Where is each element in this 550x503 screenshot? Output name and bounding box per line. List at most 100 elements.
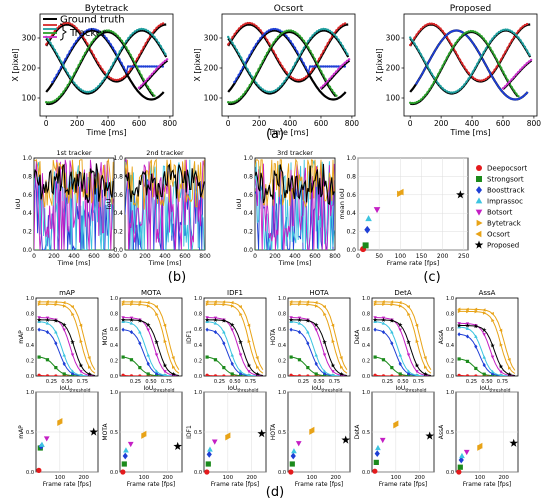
a2-tracker-point [252, 46, 256, 50]
d-deta-curve-marker [398, 372, 402, 376]
a3-tracker-point [495, 58, 498, 61]
a3-tracker-point [426, 65, 429, 68]
legend-label-proposed: Proposed [487, 242, 519, 250]
a1-tracker-point [70, 23, 74, 26]
a3-tracker-point [512, 35, 516, 39]
d-mota-curve-marker [138, 330, 142, 334]
d-mota-ytick-label: 0.2 [110, 358, 118, 364]
a3-xtick-label: 800 [527, 119, 542, 128]
d-idf1-curve-marker [205, 302, 210, 307]
d-map-point-proposed [89, 427, 98, 436]
a3-tracker-point [519, 39, 522, 42]
a1-tracker-point [77, 86, 80, 89]
a2-tracker-point [294, 78, 297, 81]
a2-tracker-point [235, 99, 239, 102]
d-hota-curve-marker [298, 302, 302, 307]
a3-tracker-point [471, 76, 475, 79]
a2-tracker-point [296, 32, 299, 36]
a1-tracker-point [140, 74, 143, 77]
d-hota-ytick-label: 0.8 [278, 312, 286, 318]
a3-tracker-point [495, 65, 498, 68]
a1-tracker-point [107, 29, 111, 32]
a1-tracker-point [165, 58, 169, 61]
a2-tracker-point [250, 75, 254, 78]
a1-tracker-point [68, 80, 72, 83]
a3-tracker-point [441, 29, 444, 33]
a2-tracker-point [285, 76, 288, 80]
d-assa-bottom-xtick-label: 200 [498, 475, 509, 481]
a2-tracker-point [330, 88, 334, 92]
d-mota-ytick-label: 0.8 [110, 312, 118, 318]
d-deta-xtick-label: 0.50 [397, 379, 408, 385]
a1-tracker-point [146, 77, 149, 81]
d-mota-curve-marker [146, 300, 150, 305]
d-assa-curve-marker [457, 325, 461, 329]
a2-tracker-point [339, 24, 342, 28]
a1-tracker-point [144, 28, 147, 32]
a2-ylabel: X [pixel] [193, 48, 202, 81]
a3-tracker-point [421, 57, 425, 60]
a3-tracker-point [493, 54, 496, 57]
a3-tracker-point [447, 91, 451, 94]
a1-tracker-point [122, 66, 126, 69]
a1-plot-area [44, 21, 169, 106]
a3-tracker-point [430, 72, 434, 76]
d-hota-curve-marker [322, 353, 327, 357]
d-deta-curve-marker [390, 302, 394, 307]
a1-tracker-point [62, 22, 65, 25]
b2-ytick-label: 1.0 [113, 155, 123, 162]
d-hota-curve-marker [323, 312, 327, 317]
a2-tracker-point [268, 42, 271, 45]
a3-xtick-label: 600 [496, 119, 511, 128]
a1-tracker-point [49, 41, 52, 45]
a2-tracker-point [250, 80, 254, 83]
d-deta-curve-marker [406, 353, 411, 357]
a1-tracker-point [74, 39, 78, 43]
a3-tracker-point [515, 33, 518, 37]
d-assa-curve-marker [465, 334, 470, 339]
a1-tracker-point [66, 83, 70, 87]
d-mota-curve-marker [129, 358, 134, 362]
d-map-bottom-ytick-label: 0.5 [26, 430, 34, 436]
d-idf1-point-deepocsort [204, 469, 210, 475]
a1-tracker-point [155, 65, 158, 68]
a3-tracker-point [428, 59, 431, 62]
d-idf1-xtick-label: 0.75 [245, 379, 256, 385]
a3-tracker-point [419, 53, 423, 56]
d-idf1-curve-marker [221, 300, 226, 304]
a2-tracker-point [239, 25, 243, 28]
a3-tracker-point [413, 101, 416, 105]
a1-tracker-point [105, 73, 109, 76]
a3-tracker-point [515, 92, 518, 95]
a1-tracker-point [55, 73, 58, 77]
a2-tracker-point [252, 76, 256, 79]
d-deta-curve-marker [373, 355, 377, 359]
a1-xtick-label: 0 [44, 119, 49, 128]
a2-tracker-point [306, 69, 310, 73]
a3-tracker-point [484, 47, 488, 50]
c-xtick-label: 200 [437, 253, 449, 260]
d-hota-curve-marker [289, 302, 294, 307]
a1-tracker-point [139, 65, 143, 68]
a3-tracker-point [450, 43, 453, 46]
a2-title: Ocsort [274, 4, 304, 14]
d-assa-bottom-ytick-label: 0.0 [446, 470, 454, 476]
d-mota-curve-marker [146, 372, 150, 376]
a2-frame [221, 13, 356, 117]
a2-tracker-point [255, 81, 258, 85]
a3-tracker-point [471, 41, 474, 44]
d-deta-curve-marker [390, 374, 394, 376]
a3-tracker-point [508, 80, 511, 84]
d-map-ytick-label: 0.4 [26, 343, 34, 349]
d-map-curve-marker [70, 353, 75, 357]
d-idf1-curve-marker [213, 358, 218, 362]
a1-tracker-point [122, 42, 126, 46]
d-deta-bottom-xtick-label: 200 [414, 475, 425, 481]
d-map-curve-marker [87, 356, 91, 360]
a3-tracker-point [519, 68, 522, 72]
a2-tracker-point [326, 65, 329, 68]
a1-tracker-point [83, 90, 87, 93]
a2-tracker-point [283, 68, 286, 71]
d-map-curve-marker [45, 329, 50, 335]
a3-tracker-point [476, 62, 479, 66]
